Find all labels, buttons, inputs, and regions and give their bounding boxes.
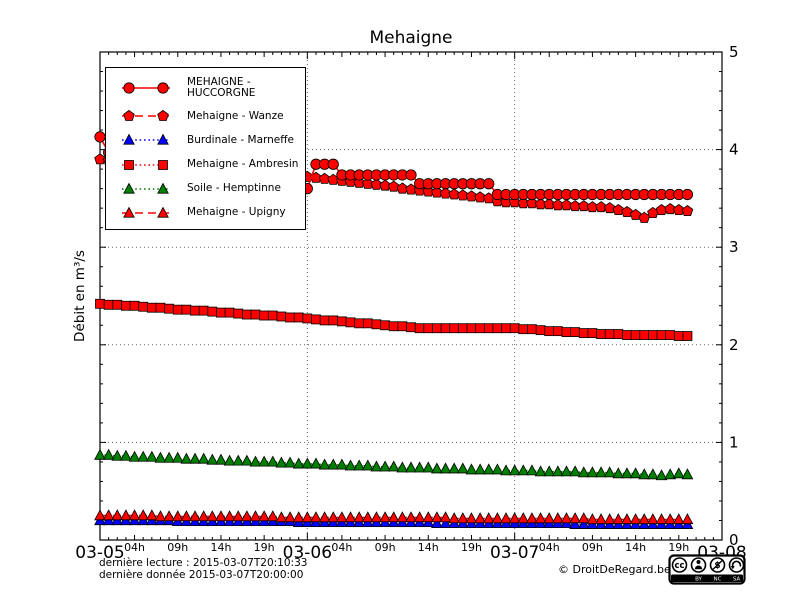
series-upigny: [94, 509, 694, 525]
svg-text:03-07: 03-07: [490, 543, 539, 563]
legend-sample-pentagon-icon: [122, 110, 170, 122]
svg-text:19h: 19h: [668, 541, 689, 554]
legend-sample-triangle-icon: [122, 182, 170, 194]
legend-item-upigny: Mehaigne - Upigny: [118, 206, 299, 220]
by-label: BY: [695, 577, 702, 583]
svg-text:cc: cc: [674, 561, 684, 571]
svg-text:$: $: [714, 561, 720, 571]
svg-text:2: 2: [729, 336, 739, 354]
svg-text:4: 4: [729, 141, 739, 159]
svg-text:19h: 19h: [461, 541, 482, 554]
legend-label: Burdinale - Marneffe: [187, 133, 294, 146]
legend-sample-circle-icon: [122, 82, 170, 94]
svg-text:09h: 09h: [582, 541, 603, 554]
gridlines: [100, 52, 722, 540]
svg-text:0: 0: [729, 531, 739, 549]
y-axis-tick-labels: 0 1 2 3 4 5: [729, 43, 739, 549]
legend-item-hemptinne: Soile - Hemptinne: [118, 182, 299, 196]
cc-license-icons: cc $ BY NC SA: [668, 554, 746, 585]
legend-sample-triangle-icon: [122, 134, 170, 145]
svg-text:5: 5: [729, 43, 739, 61]
legend-item-wanze: Mehaigne - Wanze: [118, 109, 299, 123]
svg-text:03-06: 03-06: [283, 543, 332, 563]
svg-text:04h: 04h: [124, 541, 145, 554]
chart-title: Mehaigne: [369, 28, 453, 48]
svg-text:04h: 04h: [539, 541, 560, 554]
svg-text:14h: 14h: [625, 541, 646, 554]
nc-icon: $: [709, 557, 726, 573]
last-read-text: dernière lecture : 2015-03-07T20:10:33: [99, 557, 308, 569]
series-hemptinne: [94, 448, 694, 481]
legend-label: Mehaigne - Wanze: [187, 109, 284, 122]
svg-text:19h: 19h: [254, 541, 275, 554]
svg-text:1: 1: [729, 433, 739, 451]
legend-sample-triangle-icon: [122, 206, 170, 218]
sa-icon: [728, 557, 745, 573]
cc-license-badge[interactable]: cc $ BY NC SA: [668, 554, 746, 585]
y-axis-label: Débit en m³/s: [72, 250, 88, 342]
legend-item-huccorgne: MEHAIGNE - HUCCORGNE: [118, 77, 299, 99]
legend-item-marneffe: Burdinale - Marneffe: [118, 133, 299, 147]
svg-text:14h: 14h: [210, 541, 231, 554]
svg-text:14h: 14h: [418, 541, 439, 554]
copyright-text: © DroitDeRegard.be: [558, 563, 671, 576]
by-icon: [690, 557, 707, 573]
legend-label: MEHAIGNE - HUCCORGNE: [187, 76, 256, 99]
svg-text:09h: 09h: [375, 541, 396, 554]
svg-text:04h: 04h: [331, 541, 352, 554]
svg-text:09h: 09h: [167, 541, 188, 554]
footer-status: dernière lecture : 2015-03-07T20:10:33 d…: [99, 557, 308, 581]
legend-sample-square-icon: [122, 159, 170, 170]
series-ambresin: [95, 298, 693, 341]
sa-label: SA: [733, 577, 741, 583]
legend-label: Mehaigne - Ambresin: [187, 158, 299, 171]
svg-text:03-05: 03-05: [75, 543, 124, 563]
axis-ticks: [99, 51, 723, 541]
nc-label: NC: [714, 577, 722, 583]
legend-label: Mehaigne - Upigny: [187, 206, 286, 219]
svg-text:3: 3: [729, 238, 739, 256]
last-data-text: dernière donnée 2015-03-07T20:00:00: [99, 568, 304, 581]
legend-item-ambresin: Mehaigne - Ambresin: [118, 158, 299, 172]
legend-label: Soile - Hemptinne: [187, 182, 281, 195]
legend: MEHAIGNE - HUCCORGNE Mehaigne - Wanze Burd…: [105, 67, 306, 230]
cc-icon: cc: [671, 557, 688, 573]
